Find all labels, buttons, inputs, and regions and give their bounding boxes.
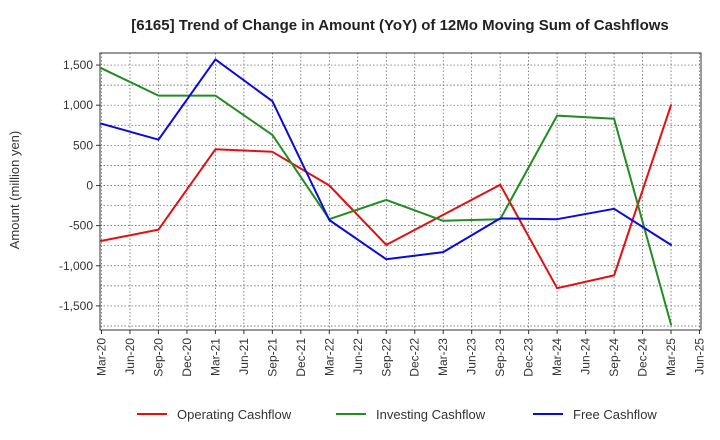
x-tick-label: Dec-24 xyxy=(636,338,650,377)
legend-label-investing-cashflow: Investing Cashflow xyxy=(376,407,486,422)
series-line-operating-cashflow xyxy=(100,104,672,290)
legend-label-free-cashflow: Free Cashflow xyxy=(573,407,657,422)
x-tick-label: Dec-20 xyxy=(180,338,194,377)
x-tick-label: Jun-25 xyxy=(693,338,707,375)
y-axis-label: Amount (million yen) xyxy=(7,131,22,250)
series-line-investing-cashflow xyxy=(100,67,672,326)
y-tick-label: 1,000 xyxy=(63,98,93,112)
x-tick-label: Dec-21 xyxy=(294,338,308,377)
x-tick-label: Mar-20 xyxy=(95,338,109,376)
x-tick-label: Mar-25 xyxy=(664,338,678,376)
y-axis-ticks: 1,500 1,000 500 0 -500 -1,000 -1,500 xyxy=(59,58,100,313)
y-tick-label: -1,500 xyxy=(59,299,93,313)
series-lines xyxy=(100,58,672,326)
x-tick-label: Mar-21 xyxy=(208,338,222,376)
x-tick-label: Jun-24 xyxy=(579,338,593,375)
x-tick-label: Mar-22 xyxy=(322,338,336,376)
x-tick-label: Jun-23 xyxy=(465,338,479,375)
y-tick-label: -500 xyxy=(69,219,93,233)
x-tick-label: Jun-21 xyxy=(237,338,251,375)
grid-lines xyxy=(100,53,701,330)
x-tick-label: Sep-21 xyxy=(265,338,279,377)
x-tick-label: Sep-23 xyxy=(493,338,507,377)
x-tick-label: Sep-20 xyxy=(151,338,165,377)
legend: Operating Cashflow Investing Cashflow Free… xyxy=(137,407,657,422)
x-tick-label: Sep-24 xyxy=(607,338,621,377)
chart-title: [6165] Trend of Change in Amount (YoY) o… xyxy=(131,17,669,34)
legend-label-operating-cashflow: Operating Cashflow xyxy=(177,407,292,422)
x-tick-label: Sep-22 xyxy=(379,338,393,377)
y-tick-label: 500 xyxy=(73,138,93,152)
x-tick-label: Jun-20 xyxy=(123,338,137,375)
x-tick-label: Dec-23 xyxy=(522,338,536,377)
series-line-free-cashflow xyxy=(100,58,672,261)
y-tick-label: 1,500 xyxy=(63,58,93,72)
x-tick-label: Mar-23 xyxy=(436,338,450,376)
plot-area-frame xyxy=(99,52,702,331)
x-axis-ticks: Mar-20 Jun-20 Sep-20 Dec-20 Mar-21 Jun-21 Sep-… xyxy=(95,330,707,377)
x-tick-label: Jun-22 xyxy=(351,338,365,375)
x-tick-label: Dec-22 xyxy=(408,338,422,377)
y-tick-label: 0 xyxy=(86,178,93,192)
y-tick-label: -1,000 xyxy=(59,259,93,273)
x-tick-label: Mar-24 xyxy=(550,338,564,376)
